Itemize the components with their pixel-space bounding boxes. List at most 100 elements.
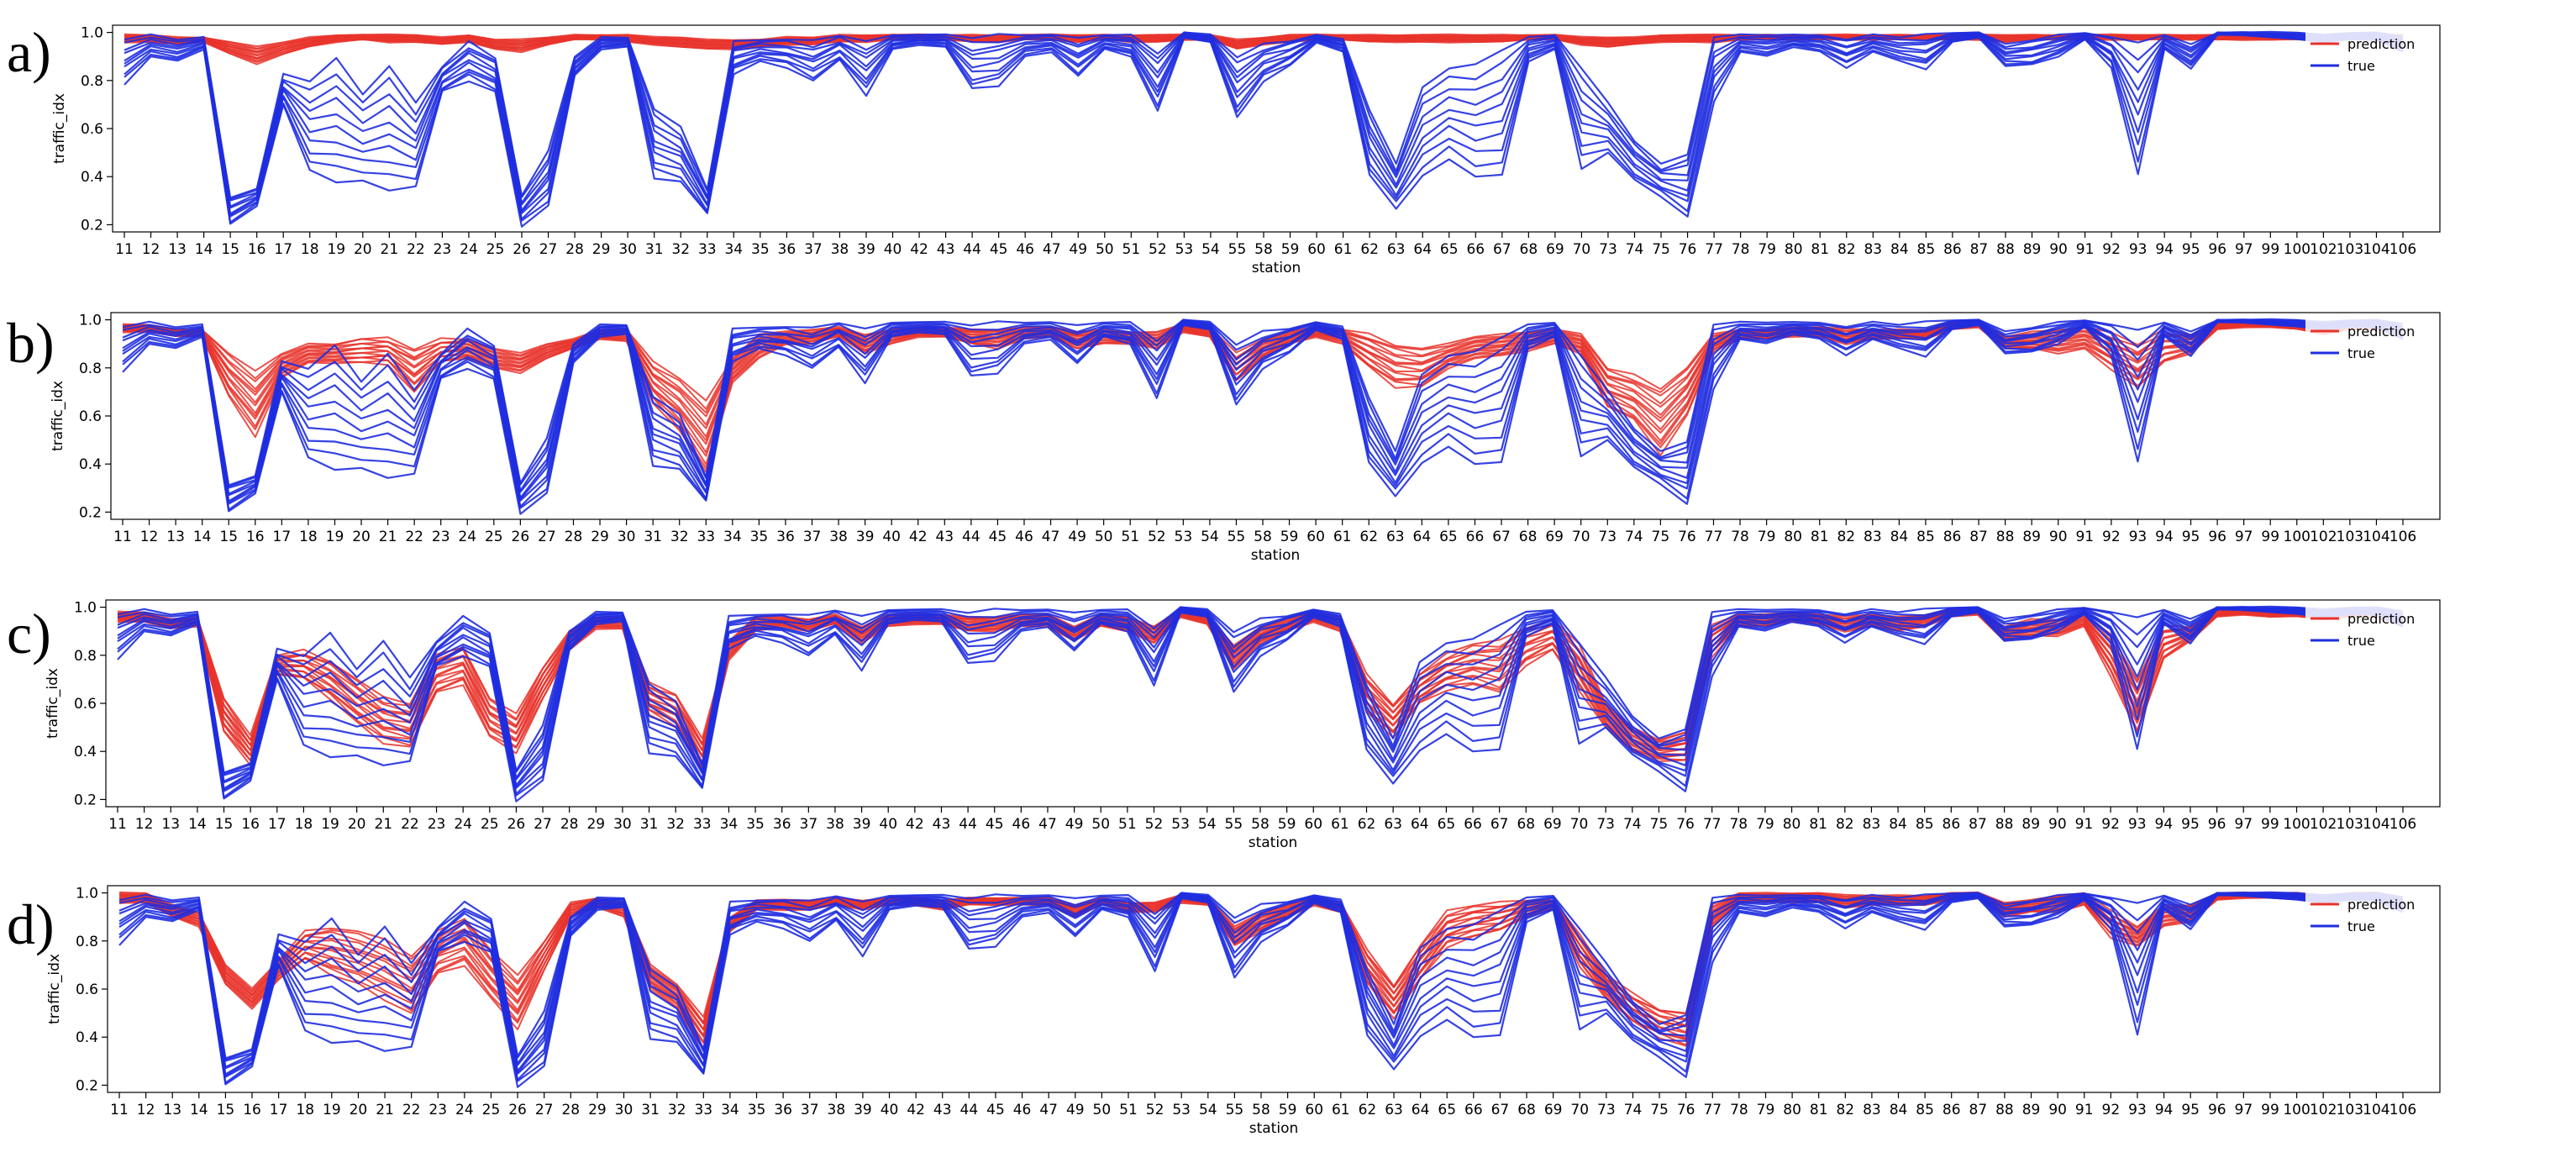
- x-tick-label: 51: [1119, 1102, 1138, 1118]
- x-tick-label: 11: [115, 241, 134, 258]
- x-tick-label: 16: [248, 241, 266, 258]
- x-tick-label: 84: [1890, 1102, 1908, 1118]
- x-tick-label: 83: [1863, 816, 1881, 833]
- x-tick-label: 94: [2155, 1102, 2174, 1118]
- series-line-true: [124, 32, 2404, 208]
- x-tick-label: 38: [829, 529, 848, 545]
- x-tick-label: 27: [534, 816, 552, 833]
- legend-box: [2305, 605, 2433, 652]
- x-tick-label: 70: [1572, 529, 1590, 545]
- x-tick-label: 77: [1703, 1102, 1722, 1118]
- x-tick-label: 70: [1570, 816, 1589, 833]
- x-tick-label: 69: [1545, 529, 1564, 545]
- x-tick-label: 100: [2283, 816, 2310, 833]
- x-tick-label: 75: [1652, 529, 1670, 545]
- x-tick-label: 21: [379, 529, 397, 545]
- x-tick-label: 82: [1836, 1102, 1854, 1118]
- x-tick-label: 43: [937, 241, 955, 258]
- x-tick-label: 73: [1597, 1102, 1616, 1118]
- x-tick-label: 39: [854, 1102, 872, 1118]
- x-tick-label: 46: [1015, 529, 1033, 545]
- series-line-true: [117, 605, 2404, 774]
- x-tick-label: 64: [1412, 1102, 1430, 1118]
- x-tick-label: 74: [1624, 1102, 1643, 1118]
- x-tick-label: 64: [1413, 241, 1432, 258]
- x-tick-label: 15: [217, 1102, 235, 1118]
- x-tick-label: 43: [935, 529, 954, 545]
- x-tick-label: 66: [1466, 529, 1485, 545]
- x-tick-label: 94: [2155, 816, 2174, 833]
- x-tick-label: 11: [113, 529, 132, 545]
- x-tick-label: 88: [1996, 529, 2015, 545]
- x-tick-label: 32: [670, 529, 689, 545]
- x-tick-label: 74: [1626, 241, 1644, 258]
- x-tick-label: 106: [2389, 241, 2416, 258]
- x-tick-label: 75: [1650, 1102, 1669, 1118]
- legend-label-prediction: prediction: [2347, 36, 2415, 52]
- x-tick-label: 61: [1332, 1102, 1350, 1118]
- series-prediction: [124, 33, 2404, 66]
- x-tick-label: 92: [2101, 816, 2120, 833]
- x-tick-label: 54: [1199, 1102, 1217, 1118]
- x-tick-label: 42: [909, 529, 928, 545]
- series-true: [117, 605, 2404, 803]
- x-tick-label: 19: [327, 241, 345, 258]
- y-tick-label: 1.0: [74, 600, 97, 617]
- chart-panel-c: c) 0.2 0.4 0.6 0.8 1.0 11 12 13 14 15 16 17 18 19 20 21…: [0, 582, 2576, 872]
- x-tick-label: 35: [746, 816, 765, 833]
- x-tick-label: 78: [1732, 241, 1750, 258]
- y-tick-label: 0.2: [79, 504, 102, 521]
- x-tick-label: 21: [376, 1102, 394, 1118]
- x-tick-label: 69: [1543, 816, 1562, 833]
- x-tick-label: 86: [1943, 241, 1962, 258]
- series-line-true: [122, 319, 2404, 495]
- x-tick-label: 70: [1573, 241, 1591, 258]
- x-tick-label: 16: [241, 816, 260, 833]
- x-tick-label: 61: [1333, 529, 1352, 545]
- x-tick-label: 92: [2102, 529, 2121, 545]
- legend-box: [2305, 318, 2433, 365]
- x-tick-label: 20: [352, 529, 371, 545]
- x-tick-label: 76: [1678, 529, 1696, 545]
- x-tick-label: 67: [1492, 529, 1511, 545]
- x-tick-label: 52: [1149, 241, 1167, 258]
- legend-box: [2305, 891, 2433, 938]
- x-tick-label: 87: [1969, 816, 1987, 833]
- x-axis-label: station: [1249, 1120, 1299, 1137]
- x-tick-label: 32: [671, 241, 690, 258]
- x-tick-label: 20: [354, 241, 372, 258]
- x-tick-label: 62: [1358, 816, 1376, 833]
- x-tick-label: 34: [720, 816, 739, 833]
- x-tick-label: 28: [561, 1102, 580, 1118]
- x-tick-label: 19: [323, 1102, 341, 1118]
- y-tick-label: 1.0: [79, 313, 102, 329]
- x-tick-label: 90: [2048, 1102, 2067, 1118]
- x-tick-label: 34: [723, 529, 742, 545]
- x-tick-label: 81: [1811, 241, 1829, 258]
- x-tick-label: 40: [881, 1102, 899, 1118]
- x-tick-label: 31: [645, 241, 664, 258]
- x-tick-label: 80: [1783, 1102, 1801, 1118]
- y-axis-label: traffic_idx: [51, 93, 68, 164]
- x-tick-label: 76: [1679, 241, 1697, 258]
- x-tick-label: 44: [963, 241, 981, 258]
- x-tick-label: 59: [1279, 1102, 1297, 1118]
- x-tick-label: 96: [2208, 1102, 2226, 1118]
- x-tick-label: 95: [2181, 816, 2200, 833]
- x-tick-label: 36: [776, 529, 795, 545]
- legend-label-true: true: [2347, 345, 2375, 361]
- x-tick-label: 49: [1065, 816, 1084, 833]
- x-tick-label: 68: [1517, 1102, 1536, 1118]
- y-tick-label: 0.4: [76, 1029, 98, 1046]
- x-tick-label: 94: [2155, 529, 2174, 545]
- x-tick-label: 106: [2389, 1102, 2416, 1118]
- x-tick-label: 83: [1864, 529, 1882, 545]
- series-line-true: [118, 893, 2404, 1084]
- x-tick-label: 75: [1650, 816, 1669, 833]
- x-tick-label: 64: [1411, 816, 1429, 833]
- x-tick-label: 90: [2049, 241, 2068, 258]
- y-tick-label: 0.8: [74, 648, 97, 665]
- legend-label-prediction: prediction: [2347, 897, 2415, 913]
- x-tick-label: 32: [668, 1102, 686, 1118]
- x-tick-label: 88: [1995, 816, 2014, 833]
